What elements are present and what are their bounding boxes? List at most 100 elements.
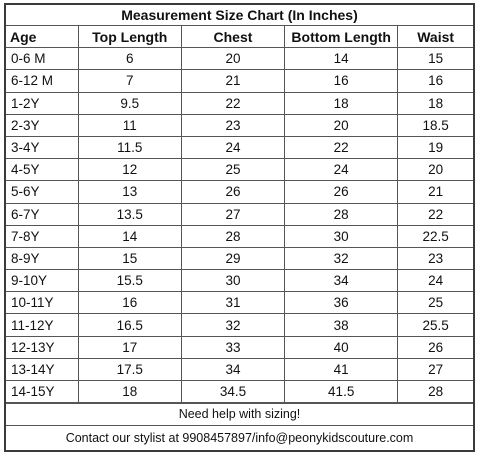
bottom-length-cell: 18 bbox=[284, 91, 399, 115]
top-length-cell: 11.5 bbox=[77, 135, 182, 160]
chest-cell: 32 bbox=[180, 313, 286, 337]
top-length-cell: 16.5 bbox=[77, 313, 182, 337]
table-row: 8-9Y 15 29 32 23 bbox=[6, 246, 473, 271]
bottom-length-cell: 30 bbox=[284, 224, 399, 248]
waist-cell: 22.5 bbox=[397, 224, 473, 248]
age-cell: 7-8Y bbox=[6, 224, 79, 248]
chest-cell: 23 bbox=[180, 113, 286, 137]
bottom-length-cell: 22 bbox=[284, 135, 399, 160]
bottom-length-cell: 14 bbox=[284, 47, 399, 71]
chest-cell: 29 bbox=[180, 246, 286, 271]
age-cell: 10-11Y bbox=[6, 291, 79, 315]
chest-cell: 21 bbox=[180, 69, 286, 93]
bottom-length-cell: 38 bbox=[284, 313, 399, 337]
table-row: 0-6 M 6 20 14 15 bbox=[6, 47, 473, 71]
waist-cell: 22 bbox=[397, 202, 473, 226]
waist-cell: 19 bbox=[397, 135, 473, 160]
bottom-length-cell: 20 bbox=[284, 113, 399, 137]
waist-cell: 15 bbox=[397, 47, 473, 71]
age-cell: 9-10Y bbox=[6, 269, 79, 293]
age-cell: 2-3Y bbox=[6, 113, 79, 137]
waist-cell: 23 bbox=[397, 246, 473, 271]
bottom-length-cell: 32 bbox=[284, 246, 399, 271]
waist-cell: 25.5 bbox=[397, 313, 473, 337]
bottom-length-cell: 26 bbox=[284, 180, 399, 204]
age-cell: 1-2Y bbox=[6, 91, 79, 115]
top-length-cell: 16 bbox=[77, 291, 182, 315]
age-cell: 14-15Y bbox=[6, 379, 79, 404]
chest-cell: 34.5 bbox=[180, 379, 286, 404]
age-cell: 8-9Y bbox=[6, 246, 79, 271]
bottom-length-cell: 16 bbox=[284, 69, 399, 93]
waist-cell: 27 bbox=[397, 357, 473, 382]
header-chest: Chest bbox=[180, 26, 286, 49]
waist-cell: 26 bbox=[397, 335, 473, 359]
waist-cell: 24 bbox=[397, 269, 473, 293]
bottom-length-cell: 24 bbox=[284, 158, 399, 182]
top-length-cell: 17.5 bbox=[77, 357, 182, 382]
header-row: Age Top Length Chest Bottom Length Waist bbox=[6, 26, 473, 49]
chest-cell: 31 bbox=[180, 291, 286, 315]
age-cell: 12-13Y bbox=[6, 335, 79, 359]
bottom-length-cell: 28 bbox=[284, 202, 399, 226]
table-row: 10-11Y 16 31 36 25 bbox=[6, 291, 473, 315]
table-row: 5-6Y 13 26 26 21 bbox=[6, 180, 473, 204]
top-length-cell: 17 bbox=[77, 335, 182, 359]
chest-cell: 26 bbox=[180, 180, 286, 204]
waist-cell: 21 bbox=[397, 180, 473, 204]
bottom-length-cell: 34 bbox=[284, 269, 399, 293]
age-cell: 0-6 M bbox=[6, 47, 79, 71]
table-row: 11-12Y 16.5 32 38 25.5 bbox=[6, 313, 473, 337]
chest-cell: 22 bbox=[180, 91, 286, 115]
age-cell: 13-14Y bbox=[6, 357, 79, 382]
chart-title: Measurement Size Chart (In Inches) bbox=[6, 5, 473, 26]
chest-cell: 33 bbox=[180, 335, 286, 359]
top-length-cell: 15 bbox=[77, 246, 182, 271]
top-length-cell: 6 bbox=[77, 47, 182, 71]
table-row: 3-4Y 11.5 24 22 19 bbox=[6, 135, 473, 160]
table-row: 6-7Y 13.5 27 28 22 bbox=[6, 202, 473, 226]
table-row: 1-2Y 9.5 22 18 18 bbox=[6, 91, 473, 115]
bottom-length-cell: 36 bbox=[284, 291, 399, 315]
waist-cell: 18.5 bbox=[397, 113, 473, 137]
top-length-cell: 14 bbox=[77, 224, 182, 248]
age-cell: 5-6Y bbox=[6, 180, 79, 204]
top-length-cell: 13.5 bbox=[77, 202, 182, 226]
top-length-cell: 12 bbox=[77, 158, 182, 182]
size-table: Age Top Length Chest Bottom Length Waist… bbox=[6, 26, 473, 404]
waist-cell: 28 bbox=[397, 379, 473, 404]
table-row: 4-5Y 12 25 24 20 bbox=[6, 158, 473, 182]
chest-cell: 28 bbox=[180, 224, 286, 248]
chest-cell: 20 bbox=[180, 47, 286, 71]
contact-line: Contact our stylist at 9908457897/info@p… bbox=[6, 425, 473, 450]
chest-cell: 30 bbox=[180, 269, 286, 293]
help-note: Need help with sizing! bbox=[6, 403, 473, 425]
top-length-cell: 15.5 bbox=[77, 269, 182, 293]
top-length-cell: 9.5 bbox=[77, 91, 182, 115]
bottom-length-cell: 41.5 bbox=[284, 379, 399, 404]
chest-cell: 27 bbox=[180, 202, 286, 226]
table-row: 12-13Y 17 33 40 26 bbox=[6, 335, 473, 359]
table-body: 0-6 M 6 20 14 15 6-12 M 7 21 16 16 1-2Y 9.5 22 18 18 2-… bbox=[6, 47, 473, 404]
waist-cell: 16 bbox=[397, 69, 473, 93]
age-cell: 3-4Y bbox=[6, 135, 79, 160]
table-row: 13-14Y 17.5 34 41 27 bbox=[6, 357, 473, 382]
waist-cell: 18 bbox=[397, 91, 473, 115]
top-length-cell: 11 bbox=[77, 113, 182, 137]
header-top-length: Top Length bbox=[77, 26, 182, 49]
top-length-cell: 13 bbox=[77, 180, 182, 204]
table-row: 9-10Y 15.5 30 34 24 bbox=[6, 269, 473, 293]
bottom-length-cell: 41 bbox=[284, 357, 399, 382]
header-waist: Waist bbox=[397, 26, 473, 49]
bottom-length-cell: 40 bbox=[284, 335, 399, 359]
age-cell: 6-7Y bbox=[6, 202, 79, 226]
waist-cell: 20 bbox=[397, 158, 473, 182]
top-length-cell: 7 bbox=[77, 69, 182, 93]
table-row: 7-8Y 14 28 30 22.5 bbox=[6, 224, 473, 248]
top-length-cell: 18 bbox=[77, 379, 182, 404]
chest-cell: 25 bbox=[180, 158, 286, 182]
age-cell: 6-12 M bbox=[6, 69, 79, 93]
size-chart: Measurement Size Chart (In Inches) Age T… bbox=[4, 3, 475, 453]
table-row: 14-15Y 18 34.5 41.5 28 bbox=[6, 379, 473, 404]
age-cell: 4-5Y bbox=[6, 158, 79, 182]
